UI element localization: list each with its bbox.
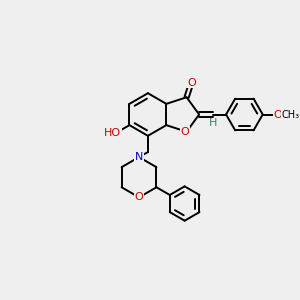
Text: HO: HO (104, 128, 121, 138)
Text: O: O (135, 192, 143, 202)
Text: H: H (209, 118, 218, 128)
Text: O: O (181, 127, 190, 137)
Text: O: O (187, 78, 196, 88)
Text: N: N (135, 152, 143, 162)
Text: CH₃: CH₃ (281, 110, 300, 119)
Text: O: O (274, 110, 283, 119)
